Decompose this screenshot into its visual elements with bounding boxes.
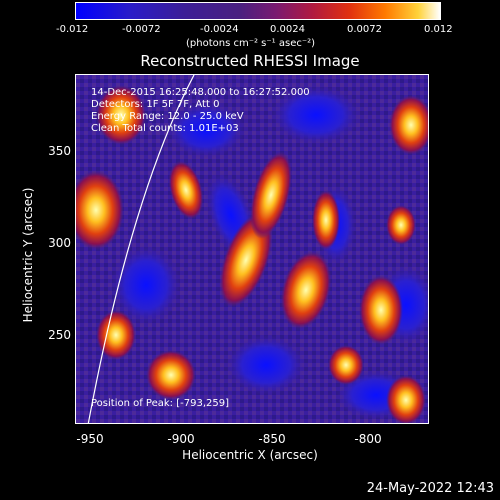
colorbar-tick: -0.012 bbox=[56, 24, 89, 35]
energy-range-annotation: Energy Range: 12.0 - 25.0 keV bbox=[91, 111, 244, 122]
y-tick: 250 bbox=[48, 328, 71, 342]
y-tick: 350 bbox=[48, 144, 71, 158]
peak-position-label: Position of Peak: [-793,259] bbox=[91, 398, 229, 409]
x-tick: -950 bbox=[76, 432, 104, 446]
solar-limb-arc bbox=[87, 75, 195, 423]
footer-timestamp: 24-May-2022 12:43 bbox=[366, 481, 494, 496]
colorbar-unit-label: (photons cm⁻² s⁻¹ asec⁻²) bbox=[186, 38, 316, 49]
plot-title: Reconstructed RHESSI Image bbox=[140, 52, 360, 70]
colorbar-tick: 0.0024 bbox=[270, 24, 305, 35]
x-tick: -900 bbox=[167, 432, 195, 446]
y-tick: 300 bbox=[48, 236, 71, 250]
rhessi-image bbox=[76, 75, 428, 423]
x-axis-label: Heliocentric X (arcsec) bbox=[182, 448, 318, 462]
y-axis-label: Heliocentric Y (arcsec) bbox=[21, 187, 35, 323]
counts-annotation: Clean Total counts: 1.01E+03 bbox=[91, 123, 239, 134]
colorbar-tick: -0.0072 bbox=[122, 24, 161, 35]
x-tick: -800 bbox=[354, 432, 382, 446]
colorbar-tick: -0.0024 bbox=[200, 24, 239, 35]
plot-area[interactable]: 14-Dec-2015 16:25:48.000 to 16:27:52.000… bbox=[75, 74, 429, 424]
colorbar-tick: 0.012 bbox=[424, 24, 453, 35]
obs-time-annotation: 14-Dec-2015 16:25:48.000 to 16:27:52.000 bbox=[91, 87, 310, 98]
colorbar-ticks: -0.012 -0.0072 -0.0024 0.0024 0.0072 0.0… bbox=[0, 24, 500, 38]
colorbar bbox=[75, 2, 441, 20]
x-tick: -850 bbox=[258, 432, 286, 446]
detectors-annotation: Detectors: 1F 5F 7F, Att 0 bbox=[91, 99, 220, 110]
colorbar-tick: 0.0072 bbox=[347, 24, 382, 35]
